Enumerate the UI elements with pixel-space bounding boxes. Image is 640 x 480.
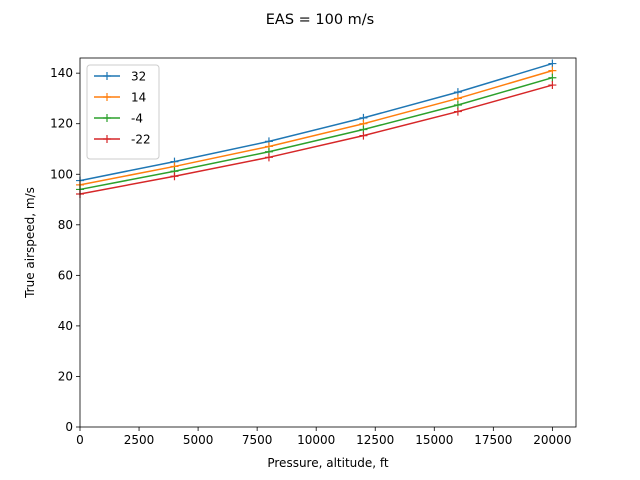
series-line — [79, 62, 553, 182]
x-tick-label: 10000 — [297, 433, 335, 447]
legend-marker — [103, 114, 111, 122]
y-axis-label: True airspeed, m/s — [23, 187, 37, 299]
legend-marker — [103, 93, 111, 101]
data-point — [548, 66, 557, 75]
series-1 — [76, 59, 557, 185]
data-point — [548, 81, 557, 90]
x-tick-label: 12500 — [356, 433, 394, 447]
chart-title: EAS = 100 m/s — [266, 12, 375, 28]
legend-item: -22 — [94, 133, 151, 147]
legend-label: -4 — [131, 112, 143, 126]
legend-label: -22 — [131, 133, 151, 147]
legend-label: 14 — [131, 91, 146, 105]
y-tick-label: 0 — [65, 420, 73, 434]
y-tick-label: 40 — [58, 319, 73, 333]
legend-box — [86, 64, 160, 160]
plot-frame — [79, 57, 577, 428]
data-point — [170, 172, 179, 181]
plot-area — [76, 59, 557, 198]
x-tick-label: 20000 — [533, 433, 571, 447]
x-tick-label: 5000 — [183, 433, 214, 447]
x-tick-label: 2500 — [124, 433, 155, 447]
legend: 32 14 -4 -22 — [86, 64, 160, 160]
legend-marker — [103, 72, 111, 80]
x-tick-label: 7500 — [242, 433, 273, 447]
x-tick-label: 17500 — [474, 433, 512, 447]
x-tick-label: 15000 — [415, 433, 453, 447]
legend-marker — [103, 135, 111, 143]
x-tick-label: 0 — [76, 433, 84, 447]
legend-label: 32 — [131, 70, 146, 84]
x-axis-label: Pressure, altitude, ft — [267, 456, 389, 470]
y-tick-label: 120 — [50, 117, 73, 131]
y-tick-label: 100 — [50, 167, 73, 181]
series-line — [79, 69, 553, 186]
data-point — [548, 73, 557, 82]
y-tick-label: 80 — [58, 218, 73, 232]
series-line — [79, 76, 553, 191]
legend-item: 32 — [94, 70, 146, 84]
y-tick-label: 140 — [50, 66, 73, 80]
legend-item: -4 — [94, 112, 143, 126]
data-point — [359, 131, 368, 140]
series-line — [79, 84, 553, 195]
axes: 0 2500 5000 7500 10000 12500 15000 17500 20000 0 2… — [50, 66, 571, 447]
data-point — [453, 107, 462, 116]
y-tick-label: 60 — [58, 268, 73, 282]
y-tick-label: 20 — [58, 369, 73, 383]
data-point — [548, 59, 557, 68]
data-point — [264, 153, 273, 162]
legend-item: 14 — [94, 91, 146, 105]
